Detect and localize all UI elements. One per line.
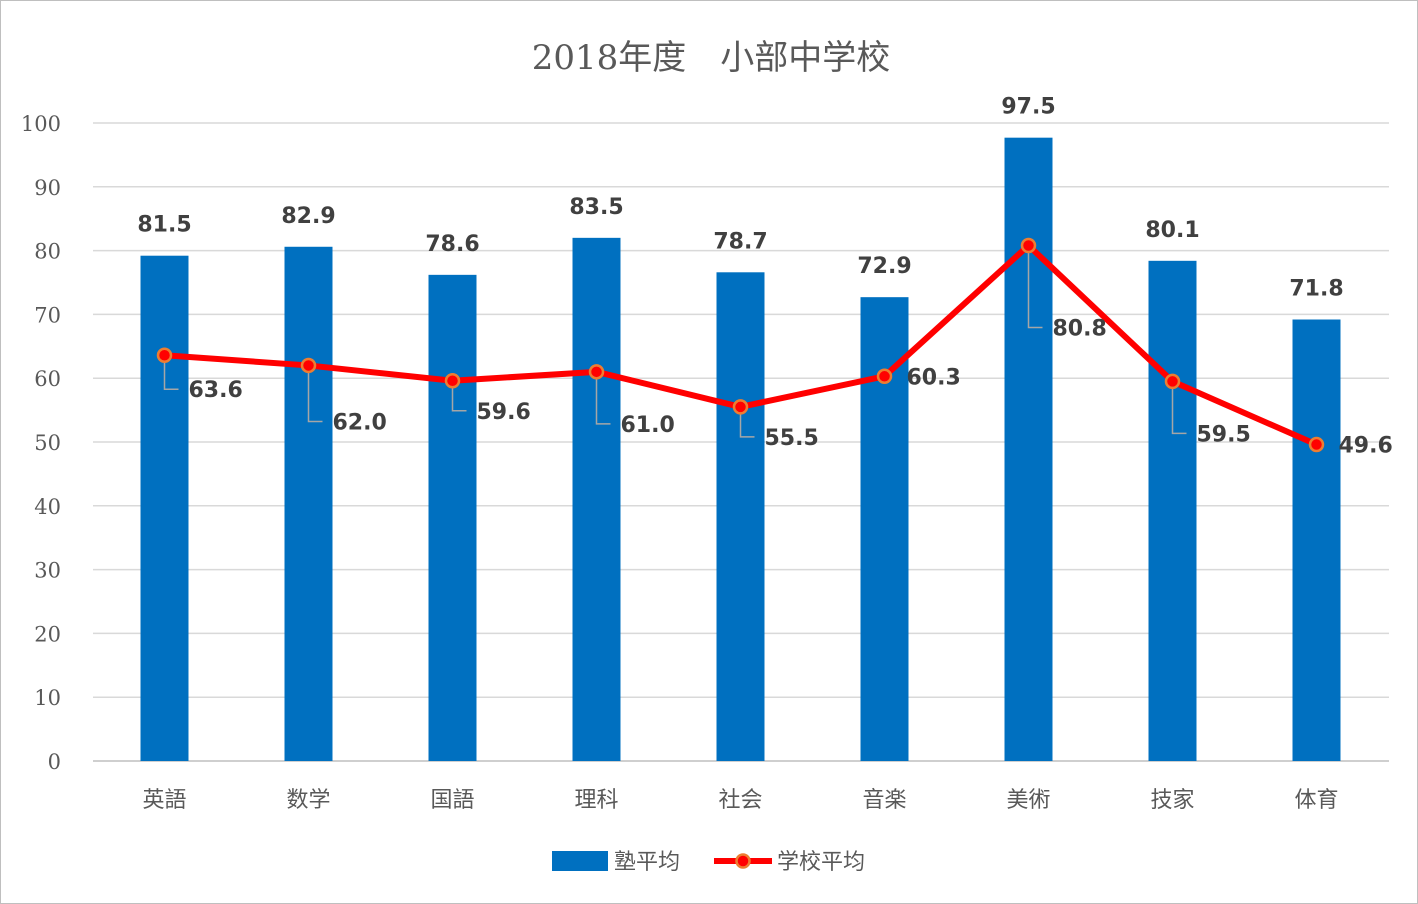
label-layer: 81.5 82.9 78.6 83.5 78.7 72.9 97.5 80.1 71.8 63.6… (137, 95, 1392, 459)
bar-data-label: 81.5 (137, 213, 191, 238)
y-tick-label: 30 (34, 559, 61, 583)
leader-layer (163, 251, 1187, 438)
bar-data-label: 83.5 (569, 195, 623, 220)
bar-data-label: 80.1 (1145, 218, 1199, 243)
line-marker (156, 347, 173, 363)
legend-swatch-bar (552, 851, 608, 871)
y-tick-label: 80 (34, 240, 61, 264)
y-tick-label: 70 (34, 303, 61, 327)
y-tick-label: 90 (34, 176, 61, 200)
x-tick-label: 国語 (430, 788, 474, 813)
legend: 塾平均 学校平均 (552, 850, 865, 875)
bar (572, 237, 621, 762)
line-data-label: 63.6 (189, 378, 243, 403)
leader-line (595, 377, 611, 425)
bar (1148, 260, 1197, 761)
bar-data-label: 78.6 (425, 232, 479, 257)
leader-line (163, 361, 179, 390)
line-data-label: 55.5 (765, 426, 819, 451)
legend-label-juku-average: 塾平均 (614, 850, 680, 875)
line-marker (732, 399, 749, 415)
x-tick-label: 体育 (1294, 788, 1338, 813)
line-marker (1308, 436, 1325, 453)
line-marker (876, 368, 893, 385)
bar (140, 255, 189, 762)
x-tick-label: 理科 (574, 788, 618, 813)
line-layer (156, 237, 1325, 453)
bar (1004, 137, 1053, 761)
bar-data-label: 97.5 (1001, 95, 1055, 120)
bar (1292, 319, 1341, 761)
leader-line (1027, 251, 1043, 329)
leader-line (739, 412, 755, 438)
bar (860, 297, 909, 761)
legend-label-school-average: 学校平均 (777, 850, 865, 875)
leader-line (307, 371, 323, 423)
line-marker (1164, 373, 1181, 390)
line-data-label: 80.8 (1053, 316, 1107, 341)
bar (716, 272, 765, 761)
bar-layer (140, 137, 1341, 762)
line-data-label: 59.6 (477, 400, 531, 425)
x-tick-label: 社会 (718, 788, 762, 813)
x-tick-label: 数学 (286, 788, 330, 813)
y-tick-label: 100 (21, 112, 61, 136)
line-data-label: 60.3 (907, 365, 961, 390)
legend-swatch-marker (735, 853, 751, 869)
x-tick-label: 英語 (142, 788, 186, 813)
line-data-label: 62.0 (333, 410, 387, 435)
x-tick-label: 音楽 (862, 788, 906, 813)
y-tick-label: 0 (48, 750, 61, 774)
leader-line (1171, 387, 1187, 435)
bar (428, 274, 477, 761)
y-tick-label: 50 (34, 431, 61, 455)
x-tick-label: 美術 (1006, 788, 1050, 813)
y-tick-label: 60 (34, 367, 61, 391)
y-tick-label: 40 (34, 495, 61, 519)
x-tick-label: 技家 (1150, 788, 1194, 813)
y-tick-label: 20 (34, 622, 61, 646)
bar (284, 246, 333, 762)
bar-data-label: 82.9 (281, 204, 335, 229)
line-marker (300, 357, 317, 374)
bar-data-label: 71.8 (1289, 277, 1343, 302)
chart-title: 2018年度 小部中学校 (532, 38, 891, 78)
line-data-label: 49.6 (1339, 434, 1393, 459)
bar-data-label: 72.9 (857, 254, 911, 279)
line-marker (444, 373, 461, 389)
leader-line (451, 386, 467, 412)
line-marker (588, 364, 605, 380)
line-marker (1020, 237, 1037, 254)
bar-data-label: 78.7 (713, 229, 767, 254)
line-data-label: 61.0 (621, 413, 675, 438)
y-tick-label: 10 (34, 686, 61, 710)
line-data-label: 59.5 (1197, 422, 1251, 447)
